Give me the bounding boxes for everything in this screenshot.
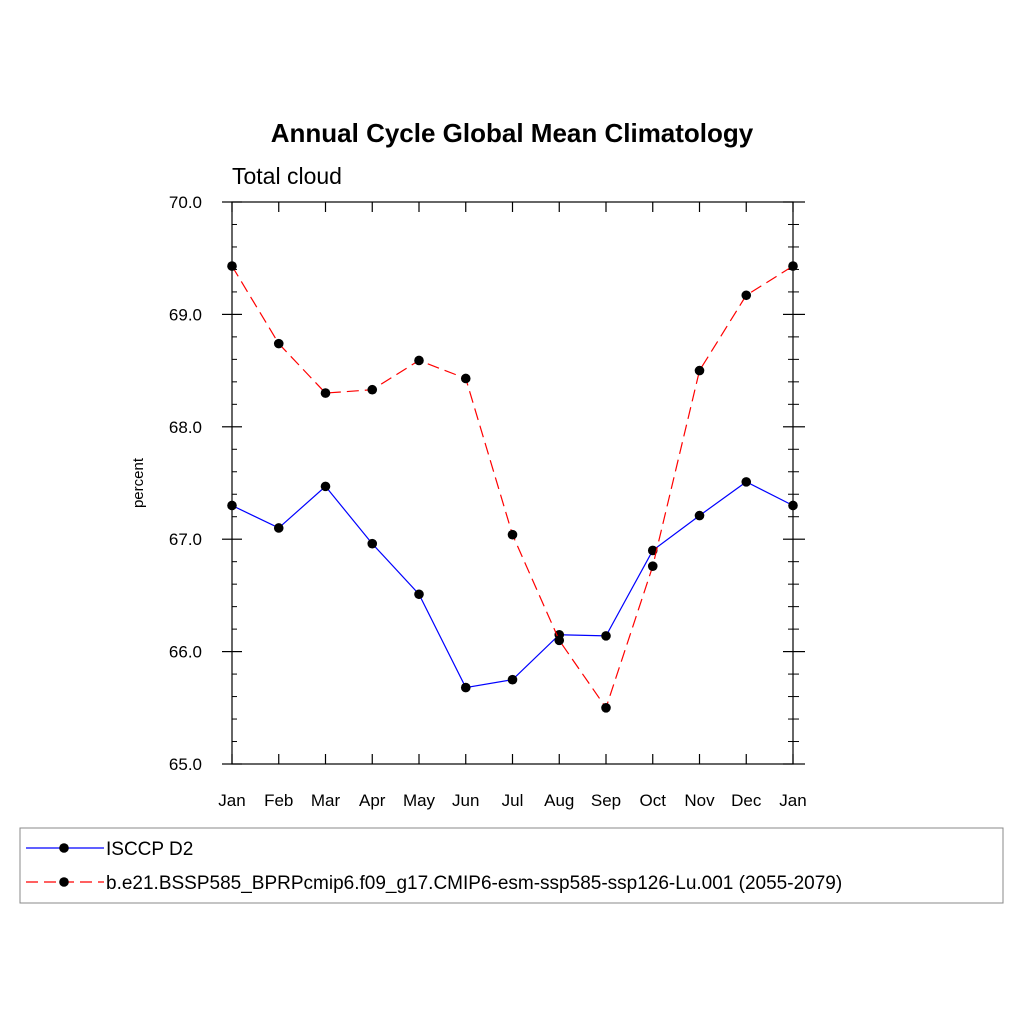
x-tick-label: Feb [264, 791, 293, 810]
legend-marker-1 [59, 877, 69, 887]
legend: ISCCP D2 b.e21.BSSP585_BPRPcmip6.f09_g17.… [26, 839, 842, 894]
legend-label-0: ISCCP D2 [106, 839, 193, 860]
x-tick-label: Jul [502, 791, 524, 810]
plot-frame [231, 201, 794, 765]
data-point [460, 682, 471, 693]
y-tick-label: 65.0 [169, 755, 202, 774]
data-point [367, 538, 378, 549]
data-point [273, 338, 284, 349]
tick-labels: Jan Feb Mar Apr May Jun Jul Aug Sep Oct Nov Dec Jan 6… [169, 193, 807, 810]
y-tick-label: 66.0 [169, 643, 202, 662]
x-tick-label: May [403, 791, 436, 810]
data-point [320, 388, 331, 398]
x-tick-label: Jan [779, 791, 806, 810]
data-point [507, 529, 518, 540]
data-point [741, 477, 752, 487]
data-point [414, 589, 424, 600]
data-point [601, 703, 611, 713]
data-point [460, 373, 471, 384]
data-point [694, 365, 705, 376]
data-point [367, 384, 378, 395]
legend-box [19, 827, 1004, 904]
x-tick-label: Dec [731, 791, 762, 810]
y-axis-label: percent [130, 457, 147, 508]
x-tick-label: Nov [684, 791, 715, 810]
series-line-1 [231, 265, 794, 710]
legend-label-1: b.e21.BSSP585_BPRPcmip6.f09_g17.CMIP6-es… [106, 873, 842, 894]
x-tick-label: Jun [452, 791, 479, 810]
y-tick-label: 67.0 [169, 530, 202, 549]
chart-subtitle: Total cloud [232, 163, 342, 189]
x-tick-label: Jan [218, 791, 245, 810]
data-point [507, 674, 518, 685]
data-point [554, 635, 565, 646]
data-point [273, 523, 284, 533]
x-tick-label: Apr [359, 791, 386, 810]
data-point [601, 631, 611, 641]
data-point [647, 545, 658, 556]
data-point [414, 355, 424, 366]
x-tick-label: Mar [311, 791, 341, 810]
series-layer [227, 261, 798, 713]
y-tick-label: 70.0 [169, 193, 202, 212]
x-tick-label: Aug [544, 791, 574, 810]
data-point [741, 290, 752, 301]
chart-title: Annual Cycle Global Mean Climatology [271, 118, 754, 148]
y-tick-label: 68.0 [169, 418, 202, 437]
x-tick-label: Sep [591, 791, 621, 810]
x-tick-label: Oct [640, 791, 667, 810]
data-point [694, 510, 705, 521]
y-tick-label: 69.0 [169, 305, 202, 324]
data-point [320, 481, 331, 492]
legend-marker-0 [59, 843, 69, 853]
data-point [647, 561, 658, 571]
series-line-0 [231, 481, 794, 689]
